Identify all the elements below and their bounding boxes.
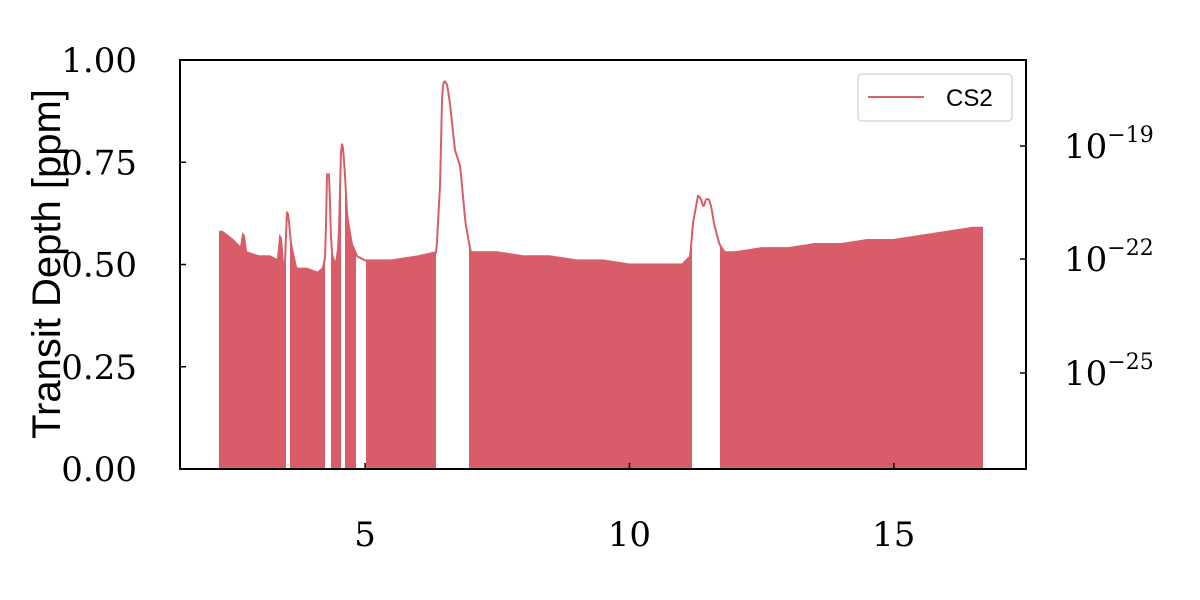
secondary-y-axis: 10−19 10−22 10−25 — [1020, 123, 1154, 394]
y-axis: 0.00 0.25 0.50 0.75 1.00 — [61, 41, 186, 490]
y-tick-label: 1.00 — [61, 41, 137, 81]
y-tick-label: 0.75 — [61, 143, 137, 183]
y2-tick-label: 10−22 — [1064, 236, 1154, 280]
x-tick-label: 5 — [354, 515, 376, 555]
x-tick-label: 15 — [872, 515, 915, 555]
legend-label-cs2: CS2 — [946, 85, 993, 112]
y2-tick-label: 10−25 — [1064, 350, 1154, 394]
y-tick-label: 0.00 — [61, 450, 137, 490]
series-area-cs2 — [219, 152, 983, 469]
y2-tick-label: 10−19 — [1064, 123, 1154, 167]
series-line-cs2 — [219, 80, 983, 274]
plot-area — [219, 80, 983, 469]
legend-box — [857, 73, 1013, 122]
legend: CS2 — [857, 73, 1013, 122]
x-axis: 5 10 15 — [354, 463, 915, 555]
y-axis-label: Transit Depth [ppm] — [25, 89, 69, 439]
y-tick-label: 0.25 — [61, 348, 137, 388]
x-tick-label: 10 — [608, 515, 651, 555]
y-tick-label: 0.50 — [61, 246, 137, 286]
